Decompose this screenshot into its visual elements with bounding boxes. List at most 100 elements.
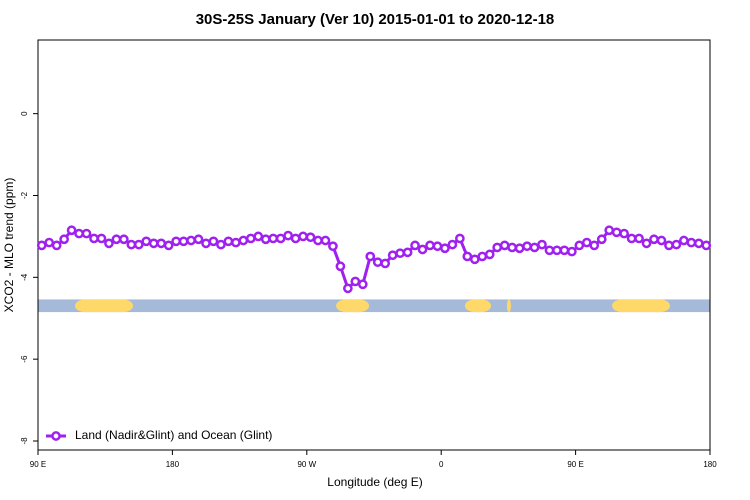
data-point bbox=[477, 251, 488, 262]
data-point bbox=[581, 237, 592, 248]
data-point bbox=[350, 276, 361, 287]
data-point bbox=[216, 239, 226, 250]
data-point bbox=[671, 239, 682, 250]
data-point bbox=[305, 232, 316, 243]
data-point bbox=[343, 283, 353, 294]
data-point bbox=[238, 235, 249, 246]
land-band bbox=[336, 299, 370, 313]
x-tick-label: 180 bbox=[166, 460, 180, 469]
data-point bbox=[372, 257, 383, 268]
data-point bbox=[559, 245, 570, 256]
data-point bbox=[51, 240, 62, 251]
land-band bbox=[75, 299, 133, 313]
data-point bbox=[626, 233, 637, 244]
land-band bbox=[612, 299, 670, 313]
data-point bbox=[320, 235, 331, 246]
data-point bbox=[313, 235, 323, 246]
data-point bbox=[171, 236, 181, 247]
data-point bbox=[686, 237, 697, 248]
data-point bbox=[163, 240, 174, 251]
data-point bbox=[328, 241, 338, 252]
data-point bbox=[193, 234, 204, 245]
data-point bbox=[514, 243, 525, 254]
data-point bbox=[522, 241, 532, 252]
data-point bbox=[656, 235, 667, 246]
data-point bbox=[499, 240, 510, 251]
data-point bbox=[507, 242, 517, 253]
y-tick-label: -6 bbox=[20, 355, 29, 363]
data-point bbox=[260, 234, 271, 245]
data-point bbox=[283, 230, 293, 241]
data-point bbox=[567, 246, 577, 257]
data-point bbox=[89, 233, 99, 244]
data-point bbox=[290, 233, 301, 244]
data-point bbox=[649, 234, 659, 245]
data-point bbox=[544, 245, 555, 256]
data-point bbox=[380, 258, 391, 269]
data-point bbox=[693, 238, 704, 249]
data-point bbox=[440, 243, 450, 254]
data-point bbox=[447, 239, 458, 250]
data-point bbox=[59, 234, 69, 245]
data-point bbox=[96, 233, 107, 244]
data-point bbox=[268, 233, 279, 244]
data-point bbox=[552, 245, 562, 256]
data-point bbox=[133, 239, 144, 250]
x-tick-label: 90 E bbox=[567, 460, 583, 469]
data-point bbox=[186, 235, 196, 246]
data-point bbox=[455, 233, 465, 244]
data-point bbox=[634, 233, 644, 244]
legend-marker bbox=[51, 431, 61, 441]
data-point bbox=[223, 236, 234, 247]
data-point bbox=[604, 225, 615, 236]
data-point bbox=[425, 240, 435, 251]
y-tick-label: -8 bbox=[20, 437, 29, 445]
data-point bbox=[298, 231, 308, 242]
land-band bbox=[464, 299, 492, 313]
data-point bbox=[126, 239, 137, 250]
data-point bbox=[275, 233, 286, 244]
data-point bbox=[387, 250, 398, 261]
data-point bbox=[596, 234, 607, 245]
data-point bbox=[589, 240, 600, 251]
data-point bbox=[44, 237, 55, 248]
y-axis-label: XCO2 - MLO trend (ppm) bbox=[2, 178, 16, 313]
data-point bbox=[81, 228, 92, 239]
data-point bbox=[156, 238, 167, 249]
data-point bbox=[462, 251, 473, 262]
data-point bbox=[104, 238, 114, 249]
data-point bbox=[253, 231, 264, 242]
data-point bbox=[178, 236, 189, 247]
data-point bbox=[208, 236, 219, 247]
data-point bbox=[402, 247, 413, 258]
x-tick-label: 0 bbox=[439, 460, 444, 469]
data-point bbox=[417, 244, 428, 255]
data-point bbox=[148, 238, 159, 249]
data-point bbox=[537, 239, 547, 250]
data-point bbox=[574, 240, 585, 251]
data-point bbox=[74, 228, 84, 239]
chart-title: 30S-25S January (Ver 10) 2015-01-01 to 2… bbox=[196, 11, 555, 28]
data-point bbox=[231, 237, 241, 248]
legend-label: Land (Nadir&Glint) and Ocean (Glint) bbox=[75, 428, 272, 442]
data-point bbox=[111, 234, 122, 245]
x-tick-label: 180 bbox=[703, 460, 717, 469]
data-point bbox=[365, 251, 376, 262]
data-point bbox=[492, 242, 503, 253]
data-point bbox=[701, 240, 712, 251]
y-tick-label: 0 bbox=[20, 111, 29, 116]
data-point bbox=[395, 248, 405, 259]
data-point bbox=[469, 254, 480, 265]
data-point bbox=[36, 240, 47, 251]
data-point bbox=[141, 236, 152, 247]
data-point bbox=[335, 261, 346, 272]
data-point bbox=[66, 225, 77, 236]
x-axis-label: Longitude (deg E) bbox=[327, 475, 422, 489]
data-point bbox=[245, 233, 256, 244]
y-tick-label: -2 bbox=[20, 191, 29, 199]
data-point bbox=[529, 242, 540, 253]
y-tick-label: -4 bbox=[20, 273, 29, 281]
data-point bbox=[484, 249, 495, 260]
land-band bbox=[506, 299, 511, 313]
